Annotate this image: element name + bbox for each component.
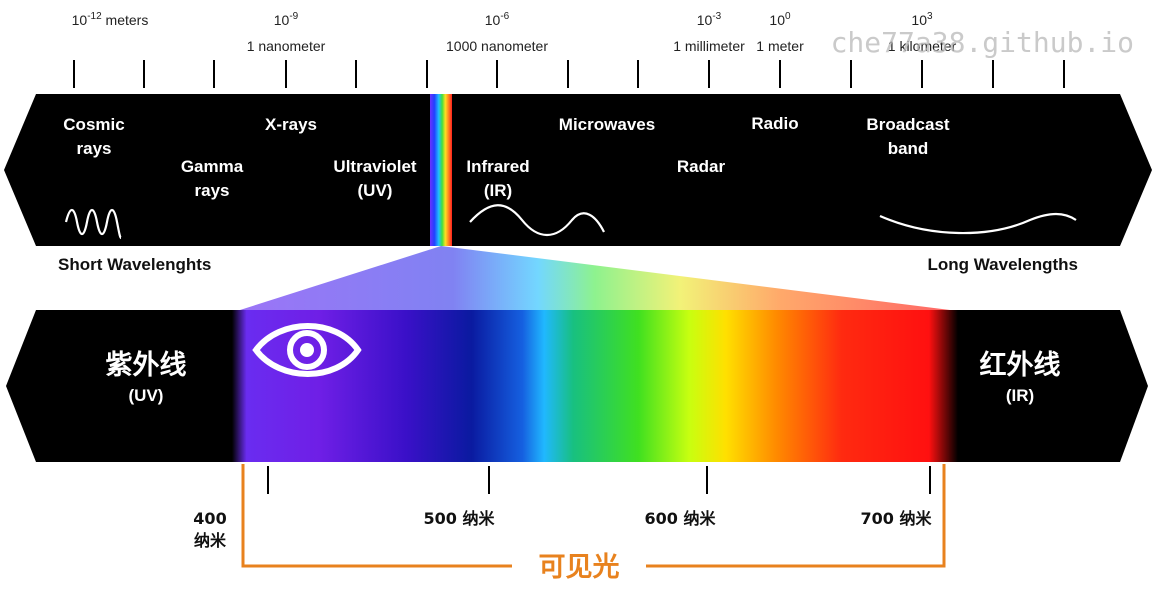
scale-exponent-label: 10-6	[485, 11, 510, 28]
short-wavelengths-label: Short Wavelenghts	[58, 255, 211, 274]
band-label-microwaves: Microwaves	[559, 115, 655, 134]
band-label-infrared: (IR)	[484, 181, 512, 200]
scale-exponent-label: 100	[769, 11, 791, 28]
eye-icon	[252, 323, 362, 377]
visible-fan	[240, 246, 950, 310]
band-label-cosmic: rays	[77, 139, 112, 158]
band-label-broadcast: Broadcast	[866, 115, 949, 134]
wavelength-label: 700 纳米	[861, 509, 933, 528]
scale-unit-label: 1000 nanometer	[446, 38, 548, 54]
visible-ticks: 400 纳米 500 纳米 600 纳米 700 纳米	[193, 466, 932, 550]
wavelength-label: 600 纳米	[645, 509, 717, 528]
band-label-radio: Radio	[751, 114, 798, 133]
ir-subtitle: (IR)	[1006, 386, 1034, 405]
wavelength-label: 纳米	[194, 531, 227, 550]
visible-bracket	[241, 464, 946, 568]
scale-unit-label: 1 meter	[756, 38, 804, 54]
scale-unit-label: 1 millimeter	[673, 38, 745, 54]
wavelength-label: 400	[193, 509, 226, 528]
ir-title: 红外线	[980, 349, 1061, 381]
scale-axis: 10-12 meters 10-9 1 nanometer 10-6 1000 nano…	[72, 11, 1065, 88]
wavelength-label: 500 纳米	[424, 509, 496, 528]
scale-unit-label: 1 kilometer	[888, 38, 957, 54]
uv-title: 紫外线	[106, 350, 187, 381]
scale-exponent-label: 10-3	[697, 11, 722, 28]
visible-light-label: 可见光	[539, 552, 620, 583]
band-label-uv: Ultraviolet	[333, 157, 416, 176]
long-wavelengths-label: Long Wavelengths	[928, 255, 1079, 274]
band-label-infrared: Infrared	[466, 157, 529, 176]
band-label-radar: Radar	[677, 157, 726, 176]
long-wave-icon	[879, 212, 1077, 235]
medium-wave-icon	[469, 204, 605, 236]
scale-exponent-label: 103	[911, 11, 933, 28]
band-label-uv: (UV)	[358, 181, 393, 200]
band-label-gamma: Gamma	[181, 157, 244, 176]
band-label-xrays: X-rays	[265, 115, 317, 134]
band-labels: Cosmic rays Gamma rays X-rays Ultraviolet (UV)…	[63, 114, 950, 200]
short-wave-icon	[64, 208, 122, 240]
spectrum-bar	[4, 94, 1152, 246]
band-label-cosmic: Cosmic	[63, 115, 124, 134]
scale-exponent-label: 10-12 meters	[72, 11, 149, 28]
scale-exponent-label: 10-9	[274, 11, 299, 28]
watermark: che77a38.github.io	[831, 26, 1134, 59]
band-label-gamma: rays	[195, 181, 230, 200]
visible-spectrum-gradient	[232, 310, 958, 462]
uv-subtitle: (UV)	[129, 386, 164, 405]
visible-strip	[430, 94, 452, 246]
band-label-broadcast: band	[888, 139, 929, 158]
scale-unit-label: 1 nanometer	[247, 38, 326, 54]
